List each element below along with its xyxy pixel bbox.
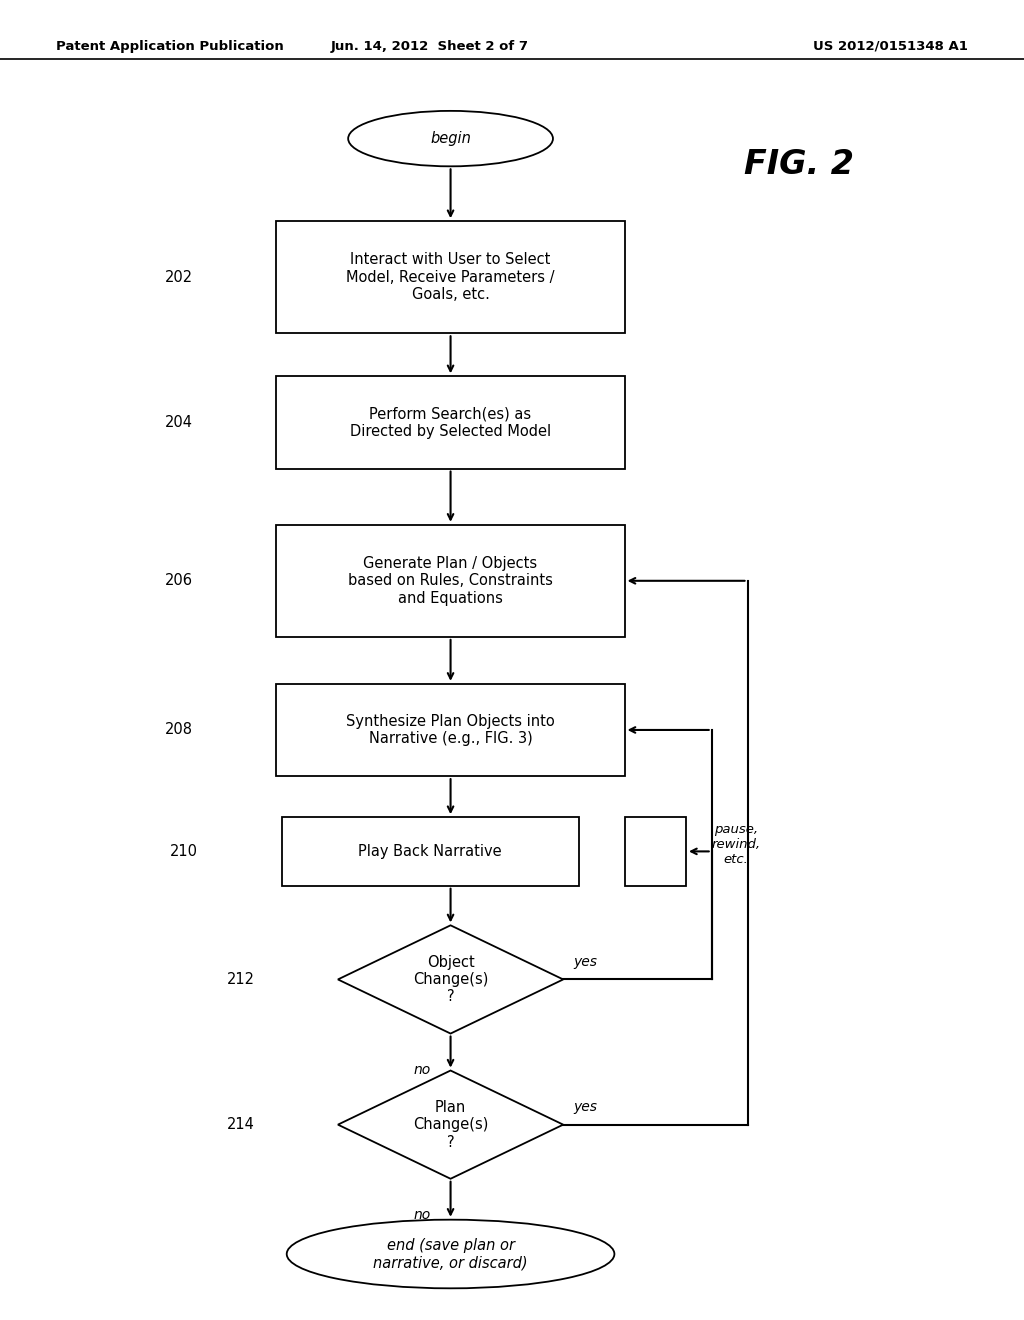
Text: pause,
rewind,
etc.: pause, rewind, etc. [712, 824, 761, 866]
Text: FIG. 2: FIG. 2 [743, 149, 854, 181]
Text: 204: 204 [165, 414, 194, 430]
Text: 206: 206 [165, 573, 194, 589]
Text: Object
Change(s)
?: Object Change(s) ? [413, 954, 488, 1005]
FancyBboxPatch shape [276, 524, 625, 636]
FancyBboxPatch shape [276, 684, 625, 776]
Polygon shape [338, 925, 563, 1034]
Text: Plan
Change(s)
?: Plan Change(s) ? [413, 1100, 488, 1150]
Text: no: no [414, 1208, 430, 1222]
Text: 212: 212 [226, 972, 255, 987]
Text: 202: 202 [165, 269, 194, 285]
Ellipse shape [287, 1220, 614, 1288]
Text: begin: begin [430, 131, 471, 147]
Text: Interact with User to Select
Model, Receive Parameters /
Goals, etc.: Interact with User to Select Model, Rece… [346, 252, 555, 302]
Text: yes: yes [573, 1100, 597, 1114]
FancyBboxPatch shape [276, 220, 625, 333]
Text: Patent Application Publication: Patent Application Publication [56, 40, 284, 53]
Text: Generate Plan / Objects
based on Rules, Constraints
and Equations: Generate Plan / Objects based on Rules, … [348, 556, 553, 606]
FancyBboxPatch shape [282, 817, 579, 886]
Polygon shape [338, 1071, 563, 1179]
Text: yes: yes [573, 954, 597, 969]
Ellipse shape [348, 111, 553, 166]
Text: US 2012/0151348 A1: US 2012/0151348 A1 [813, 40, 968, 53]
Text: Perform Search(es) as
Directed by Selected Model: Perform Search(es) as Directed by Select… [350, 407, 551, 438]
Text: end (save plan or
narrative, or discard): end (save plan or narrative, or discard) [373, 1238, 528, 1270]
FancyBboxPatch shape [625, 817, 686, 886]
Text: Synthesize Plan Objects into
Narrative (e.g., FIG. 3): Synthesize Plan Objects into Narrative (… [346, 714, 555, 746]
Text: no: no [414, 1063, 430, 1077]
Text: 214: 214 [226, 1117, 255, 1133]
Text: Jun. 14, 2012  Sheet 2 of 7: Jun. 14, 2012 Sheet 2 of 7 [331, 40, 529, 53]
Text: 210: 210 [170, 843, 199, 859]
Text: 208: 208 [165, 722, 194, 738]
Text: Play Back Narrative: Play Back Narrative [358, 843, 502, 859]
FancyBboxPatch shape [276, 376, 625, 469]
